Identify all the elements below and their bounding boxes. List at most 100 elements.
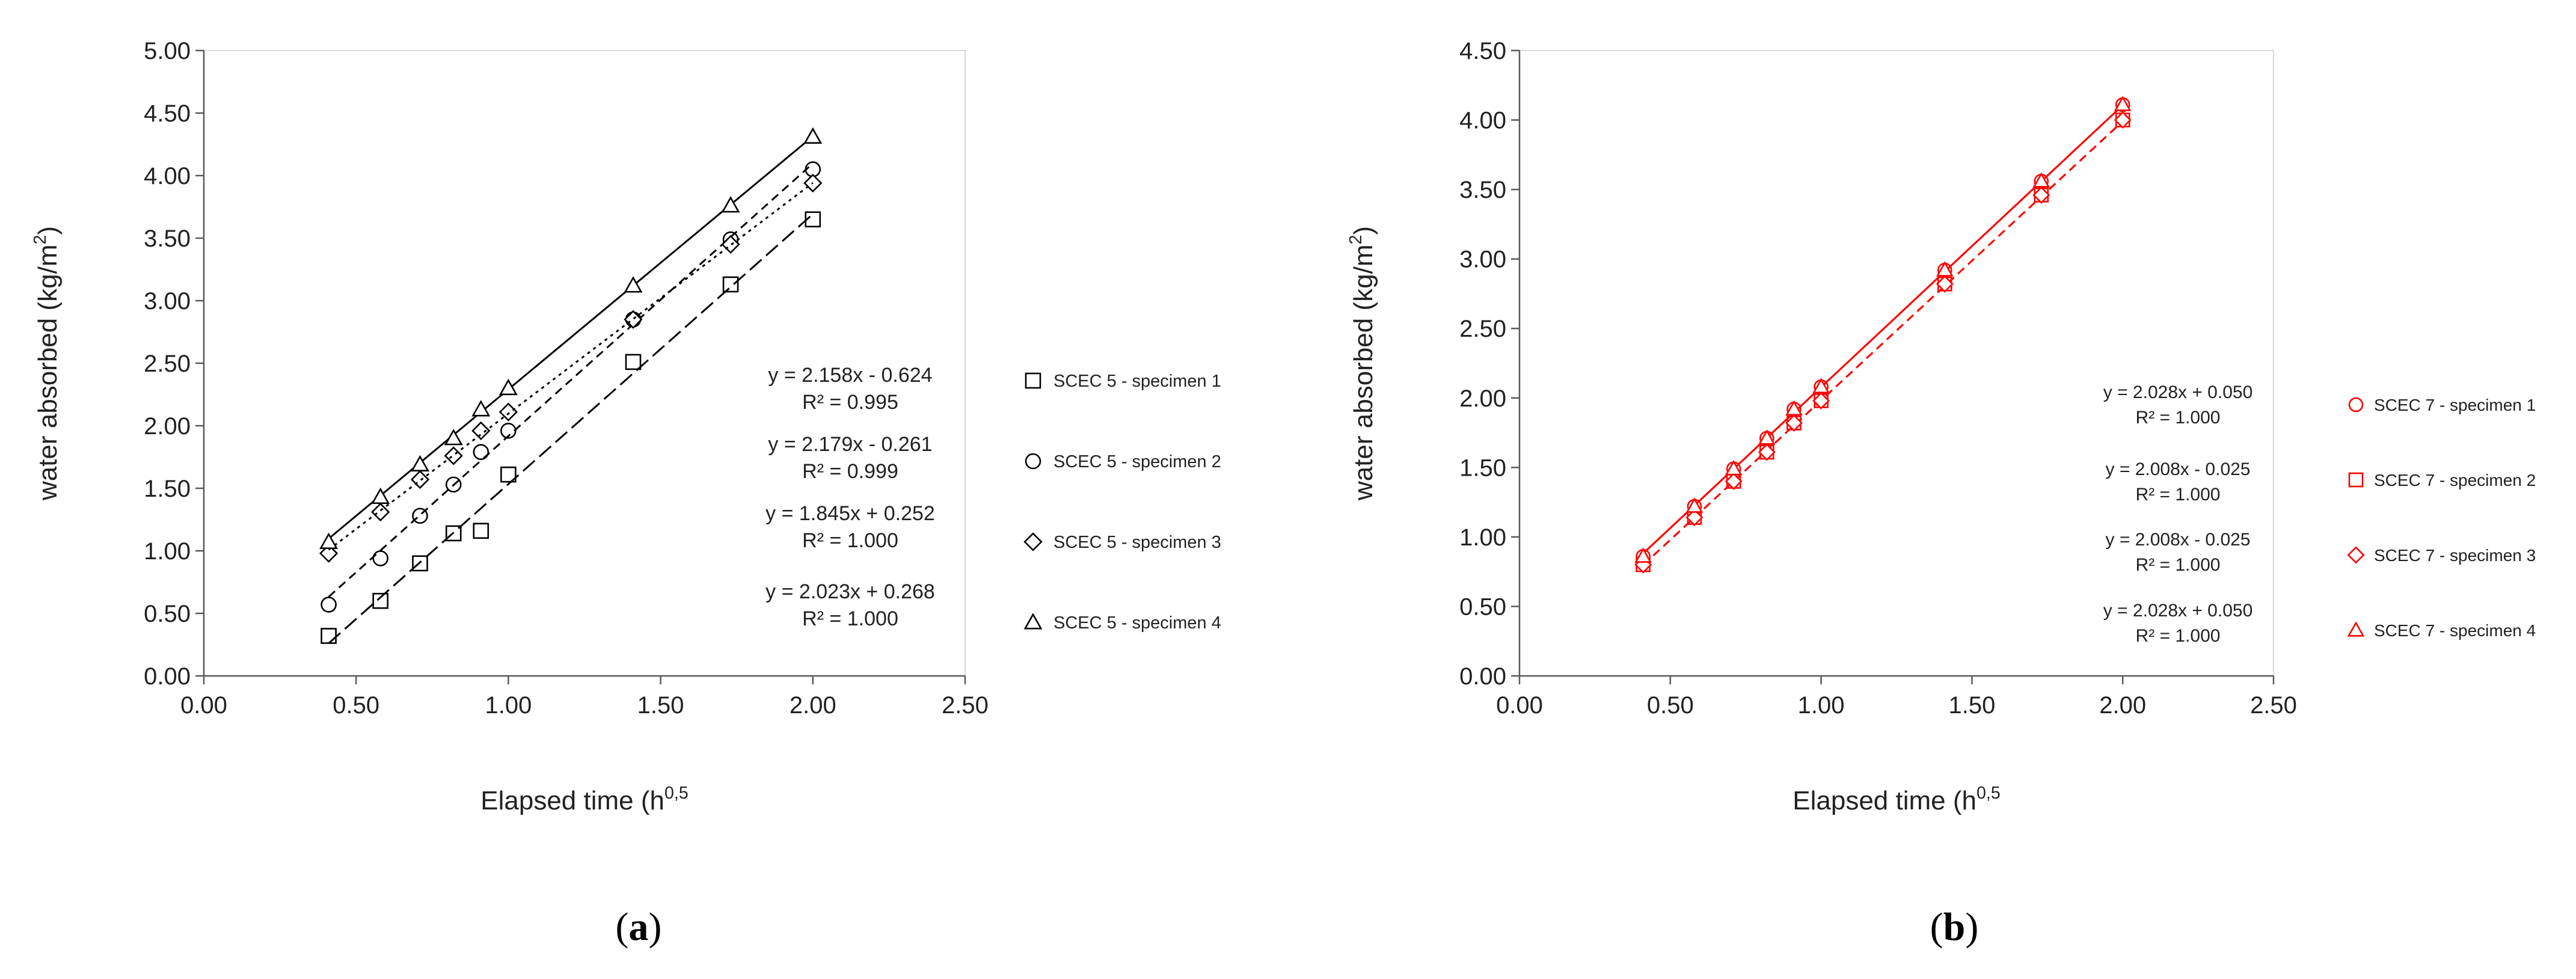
panel-caption: (b) [1930,905,1979,949]
x-tick-label: 1.00 [485,692,532,719]
panel-caption: (a) [616,905,662,949]
y-tick-label: 5.00 [144,38,191,64]
data-point-circle [320,597,337,613]
x-tick-label: 2.00 [2099,692,2146,719]
data-point-square [473,523,489,539]
data-point-square [372,592,389,609]
data-point-triangle [411,455,429,471]
y-tick-label: 0.00 [1459,663,1506,690]
legend-marker-diamond [1023,532,1043,551]
y-axis-title-main: water absorbed (kg/m [1349,245,1378,502]
regression-equation: y = 2.028x + 0.050 [2103,601,2253,621]
y-axis-title-sup: 2 [1346,235,1366,245]
x-axis-title-main: Elapsed time (h [480,786,664,815]
data-point-diamond [624,310,643,329]
legend-entry-label: SCEC 5 - specimen 4 [1053,613,1221,633]
legend-entry-label: SCEC 5 - specimen 2 [1053,452,1221,471]
x-axis-title-main: Elapsed time (h [1792,786,1976,815]
y-tick-label: 3.00 [144,288,191,315]
y-tick-label: 2.00 [144,413,191,440]
legend-marker-square [2348,472,2364,488]
legend-marker-square [1025,372,1041,389]
y-axis-title-tail: ) [33,226,63,235]
data-point-circle [473,444,489,460]
data-point-diamond [2032,186,2050,204]
legend-entry-label: SCEC 7 - specimen 2 [2374,471,2536,489]
legend-entry-label: SCEC 5 - specimen 3 [1053,533,1221,552]
data-point-diamond [2114,111,2132,129]
y-tick-label: 2.00 [1459,385,1506,412]
data-point-diamond [410,470,430,489]
data-point-diamond [1685,509,1704,527]
x-tick-label: 1.00 [1798,692,1845,719]
y-tick-label: 4.00 [144,163,191,189]
chart-panel-a: 0.00 0.50 1.00 1.50 2.00 2.50 3.00 3.50 4.00 4.50… [31,38,1221,949]
caption-close: ) [649,905,662,949]
regression-equation: y = 2.028x + 0.050 [2103,382,2253,402]
data-point-square [722,276,739,293]
caption-close: ) [1965,905,1978,949]
y-tick-label: 1.00 [1459,524,1506,551]
legend-entry-label: SCEC 7 - specimen 4 [2374,621,2536,640]
data-point-diamond [371,502,390,522]
y-tick-label: 1.00 [144,538,191,565]
x-axis-title-sup: 0,5 [664,784,688,803]
regression-equation: y = 2.158x - 0.624 [768,364,932,387]
y-tick-label: 0.00 [144,663,191,690]
y-axis-title-main: water absorbed (kg/m [33,245,63,502]
y-tick-label: 0.50 [144,601,191,627]
series-3 [319,162,823,598]
series-2 [320,161,821,644]
r-squared-label: R² = 1.000 [2136,408,2221,428]
r-squared-label: R² = 1.000 [802,607,898,630]
x-tick-label: 0.50 [333,692,379,719]
caption-letter: a [629,905,649,949]
y-tick-label: 1.50 [1459,455,1506,481]
y-tick-label: 3.50 [144,226,191,252]
data-point-diamond [1758,443,1776,461]
legend-entry-label: SCEC 7 - specimen 1 [2374,396,2536,414]
data-point-triangle [1634,547,1652,563]
trend-line [328,213,814,644]
data-point-triangle [319,532,339,549]
x-axis-title-sup: 0,5 [1976,784,2001,803]
r-squared-label: R² = 1.000 [2136,485,2221,505]
data-point-square [500,466,517,483]
caption-open: ( [616,905,629,949]
x-tick-label: 0.00 [1496,692,1543,719]
y-tick-label: 2.50 [144,351,191,377]
legend-marker-triangle [2347,621,2365,637]
data-point-diamond [1936,275,1954,293]
regression-equation: y = 2.179x - 0.261 [768,433,932,456]
y-tick-label: 4.50 [1459,38,1506,64]
trend-line [1642,120,2124,566]
regression-equation: y = 1.845x + 0.252 [765,502,935,525]
r-squared-label: R² = 1.000 [2136,555,2221,575]
x-tick-label: 2.00 [790,692,836,719]
data-point-square [625,354,642,370]
caption-open: ( [1930,905,1943,949]
series-2 [1636,112,2130,572]
trend-line [328,135,814,539]
data-point-triangle [803,127,823,144]
data-point-triangle [2032,172,2050,188]
data-point-circle [372,550,389,566]
x-tick-label: 2.50 [2250,692,2297,719]
x-axis-title: Elapsed time (h0,5 [1792,784,2000,815]
trend-line [328,182,814,551]
series-3 [1634,111,2132,574]
legend: SCEC 7 - specimen 1 SCEC 7 - specimen 2 SC… [2347,396,2536,640]
legend-marker-diamond [2347,546,2365,564]
data-point-diamond [1785,414,1803,432]
data-point-triangle [1725,459,1743,476]
r-squared-label: R² = 0.995 [802,391,898,414]
data-point-triangle [498,378,518,396]
data-point-triangle [2114,96,2132,111]
legend-marker-triangle [1023,613,1043,630]
y-axis-title: water absorbed (kg/m2) [31,226,63,501]
y-tick-label: 0.50 [1459,594,1506,620]
trend-line [328,162,814,598]
x-tick-label: 1.50 [637,692,684,719]
y-tick-label: 4.00 [1459,108,1506,134]
y-tick-label: 2.50 [1459,316,1506,342]
